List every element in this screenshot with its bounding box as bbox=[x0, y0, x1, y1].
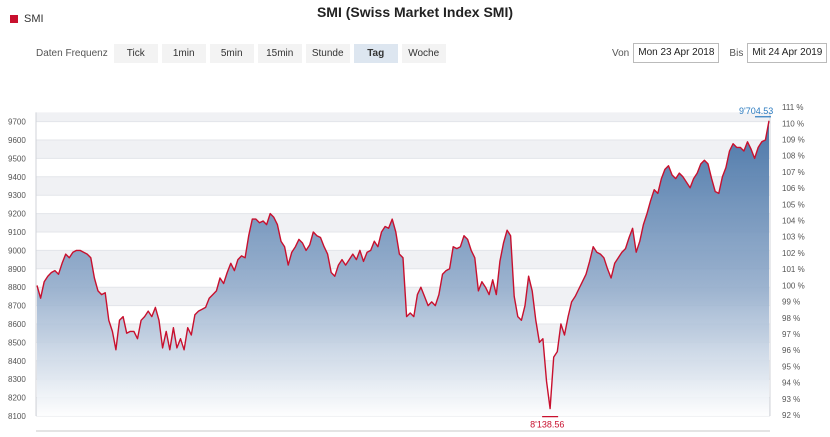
y-tick-label-left: 8900 bbox=[8, 265, 26, 274]
y-tick-label-left: 8600 bbox=[8, 320, 26, 329]
y-tick-label-right: 106 % bbox=[782, 184, 805, 193]
from-date-input[interactable]: Mon 23 Apr 2018 bbox=[633, 43, 720, 63]
frequency-label: Daten Frequenz bbox=[36, 48, 108, 59]
freq-tick-button[interactable]: Tick bbox=[113, 44, 158, 63]
y-tick-label-right: 94 % bbox=[782, 379, 800, 388]
y-tick-label-right: 107 % bbox=[782, 168, 805, 177]
y-tick-label-left: 8500 bbox=[8, 338, 26, 347]
y-tick-label-right: 95 % bbox=[782, 362, 800, 371]
y-tick-label-left: 9000 bbox=[8, 246, 26, 255]
grid-band bbox=[36, 112, 770, 122]
freq-1min-button[interactable]: 1min bbox=[161, 44, 206, 63]
y-tick-label-right: 111 % bbox=[782, 103, 804, 112]
y-tick-label-right: 92 % bbox=[782, 411, 800, 420]
y-tick-label-right: 109 % bbox=[782, 135, 805, 144]
y-tick-label-right: 108 % bbox=[782, 152, 805, 161]
y-tick-label-right: 101 % bbox=[782, 265, 805, 274]
to-label: Bis bbox=[729, 47, 744, 59]
freq-woche-button[interactable]: Woche bbox=[401, 44, 446, 63]
legend-label: SMI bbox=[24, 13, 44, 25]
y-tick-label-left: 9700 bbox=[8, 118, 26, 127]
grid-band bbox=[36, 140, 770, 159]
y-tick-label-left: 9500 bbox=[8, 154, 26, 163]
freq-15min-button[interactable]: 15min bbox=[257, 44, 302, 63]
y-tick-label-right: 103 % bbox=[782, 233, 805, 242]
y-tick-label-right: 93 % bbox=[782, 395, 800, 404]
grid-band bbox=[36, 176, 770, 196]
y-tick-label-right: 110 % bbox=[782, 119, 804, 128]
y-tick-label-left: 8100 bbox=[8, 412, 26, 421]
y-tick-label-right: 96 % bbox=[782, 346, 800, 355]
y-tick-label-right: 100 % bbox=[782, 281, 805, 290]
y-tick-label-right: 102 % bbox=[782, 249, 805, 258]
y-tick-label-right: 98 % bbox=[782, 314, 800, 323]
y-tick-label-left: 8200 bbox=[8, 394, 26, 403]
y-tick-label-left: 9600 bbox=[8, 136, 26, 145]
to-date-input[interactable]: Mit 24 Apr 2019 bbox=[747, 43, 828, 63]
y-tick-label-left: 8400 bbox=[8, 357, 26, 366]
freq-5min-button[interactable]: 5min bbox=[209, 44, 254, 63]
y-tick-label-right: 99 % bbox=[782, 298, 800, 307]
from-label: Von bbox=[612, 47, 630, 59]
max-value-label: 9'704.53 bbox=[739, 106, 773, 116]
y-tick-label-left: 8700 bbox=[8, 302, 26, 311]
y-tick-label-left: 9400 bbox=[8, 173, 26, 182]
min-value-label: 8'138.56 bbox=[530, 420, 564, 430]
y-tick-label-right: 105 % bbox=[782, 200, 805, 209]
y-tick-label-left: 9100 bbox=[8, 228, 26, 237]
y-tick-label-left: 9300 bbox=[8, 191, 26, 200]
y-tick-label-left: 8800 bbox=[8, 283, 26, 292]
grid-band bbox=[36, 213, 770, 232]
date-range: Von Mon 23 Apr 2018 Bis Mit 24 Apr 2019 bbox=[612, 43, 828, 63]
legend[interactable]: SMI bbox=[10, 13, 44, 25]
smi-series-line bbox=[36, 120, 770, 410]
y-tick-label-left: 9200 bbox=[8, 210, 26, 219]
chart-title: SMI (Swiss Market Index SMI) bbox=[316, 4, 514, 20]
frequency-selector: Daten Frequenz Tick 1min 5min 15min Stun… bbox=[36, 44, 450, 63]
freq-stunde-button[interactable]: Stunde bbox=[305, 44, 350, 63]
freq-tag-button[interactable]: Tag bbox=[353, 44, 398, 63]
y-tick-label-right: 97 % bbox=[782, 330, 800, 339]
legend-swatch bbox=[10, 15, 18, 23]
y-tick-label-left: 8300 bbox=[8, 375, 26, 384]
y-tick-label-right: 104 % bbox=[782, 217, 805, 226]
